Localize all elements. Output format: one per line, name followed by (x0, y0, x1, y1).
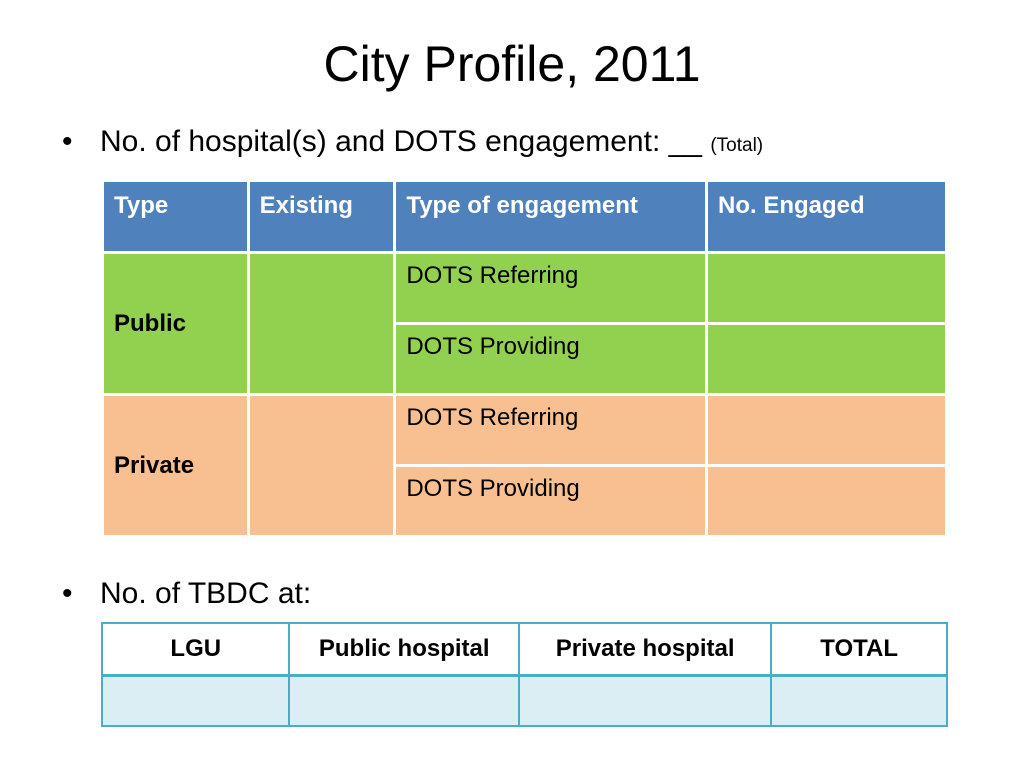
engaged-cell[interactable] (705, 322, 948, 396)
bullet-dot: • (62, 125, 73, 158)
tbdc-cell-lgu[interactable] (100, 674, 291, 727)
tbdc-header-row: LGU Public hospital Private hospital TOT… (100, 622, 948, 677)
type-cell-private: Private (101, 393, 250, 538)
bullet-note: (Total) (710, 135, 764, 156)
tbdc-cell-public-hospital[interactable] (288, 674, 520, 727)
existing-cell-public[interactable] (246, 251, 397, 396)
existing-cell-private[interactable] (246, 393, 397, 538)
type-cell-public: Public (101, 251, 250, 396)
header-lgu: LGU (100, 622, 291, 677)
header-no-engaged: No. Engaged (705, 179, 948, 254)
tbdc-data-row (100, 674, 948, 727)
header-total: TOTAL (770, 622, 948, 677)
engaged-cell[interactable] (705, 464, 948, 538)
table-row: Public DOTS Referring (101, 251, 948, 396)
engaged-cell[interactable] (705, 251, 948, 325)
bullet-text: No. of hospital(s) and DOTS engagement: … (100, 125, 702, 158)
header-type-of-engagement: Type of engagement (393, 179, 708, 254)
tbdc-cell-private-hospital[interactable] (517, 674, 773, 727)
table-row: DOTS Providing (103, 322, 948, 396)
table-header-row: Type Existing Type of engagement No. Eng… (101, 179, 948, 254)
header-existing: Existing (246, 179, 397, 254)
bullet-tbdc: • No. of TBDC at: (62, 574, 311, 614)
header-private-hospital: Private hospital (517, 622, 773, 677)
engagement-cell: DOTS Referring (393, 251, 708, 325)
engaged-cell[interactable] (705, 393, 948, 467)
header-type: Type (101, 179, 250, 254)
engagement-cell: DOTS Referring (393, 393, 708, 467)
bullet-hospital-engagement: • No. of hospital(s) and DOTS engagement:… (62, 122, 763, 166)
table-row: DOTS Providing (103, 464, 948, 538)
hospital-engagement-table: Type Existing Type of engagement No. Eng… (101, 179, 948, 538)
header-public-hospital: Public hospital (288, 622, 520, 677)
slide-title: City Profile, 2011 (323, 36, 701, 92)
tbdc-cell-total[interactable] (770, 674, 948, 727)
tbdc-table: LGU Public hospital Private hospital TOT… (100, 622, 948, 727)
bullet-text: No. of TBDC at: (100, 577, 312, 610)
engagement-cell: DOTS Providing (393, 464, 708, 538)
table-row: Private DOTS Referring (101, 393, 948, 538)
bullet-dot: • (62, 577, 73, 610)
engagement-cell: DOTS Providing (393, 322, 708, 396)
